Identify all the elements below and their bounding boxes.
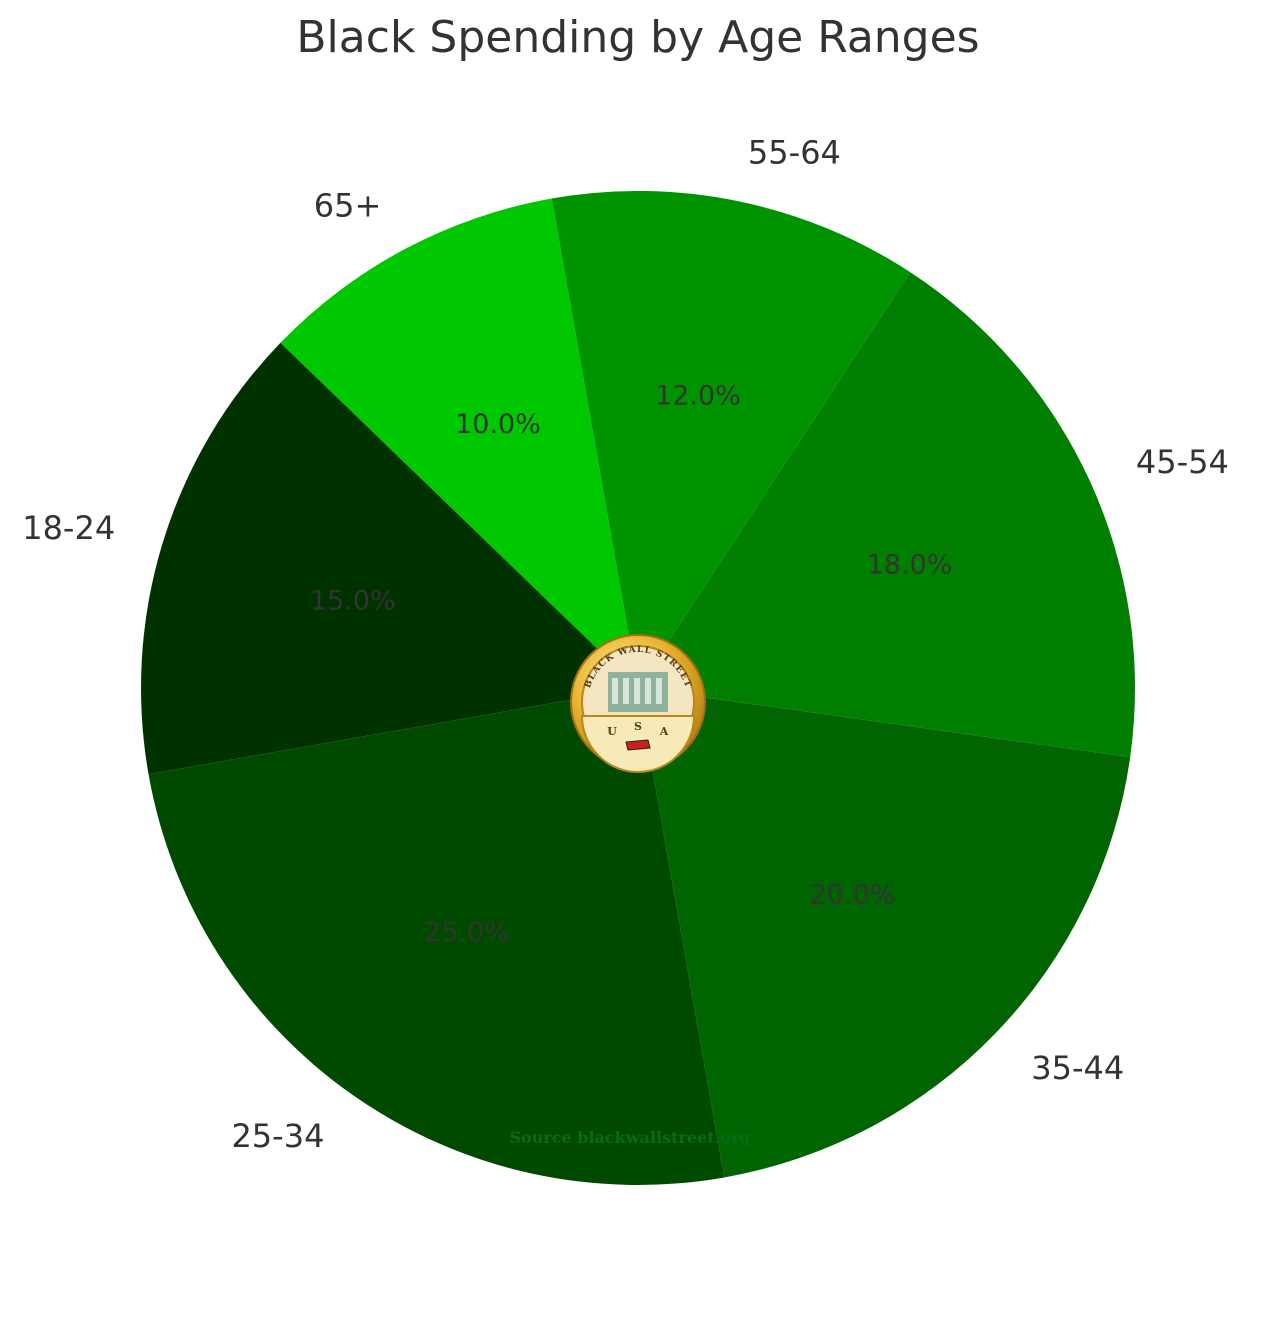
- value-label-65+: 10.0%: [455, 409, 541, 440]
- pie-slice-55-64: [551, 191, 911, 688]
- chart-title: Black Spending by Age Ranges: [296, 12, 979, 63]
- category-label-18-24: 18-24: [22, 509, 115, 547]
- value-label-18-24: 15.0%: [310, 585, 396, 616]
- pie-slices: [141, 191, 1135, 1185]
- percentage-labels: 15.0% 25.0% 20.0% 18.0% 12.0% 10.0%: [310, 380, 953, 947]
- value-label-25-34: 25.0%: [424, 917, 510, 948]
- value-label-45-54: 18.0%: [867, 549, 953, 580]
- category-labels: 18-24 25-34 35-44 45-54 55-64 65+: [22, 133, 1229, 1154]
- pie-slice-35-44: [638, 688, 1131, 1178]
- pie-slice-25-34: [148, 688, 725, 1185]
- category-label-35-44: 35-44: [1031, 1049, 1124, 1087]
- pie-slice-65+: [280, 198, 638, 689]
- category-label-25-34: 25-34: [231, 1117, 324, 1155]
- pie-slice-45-54: [638, 272, 1135, 758]
- value-label-55-64: 12.0%: [655, 380, 741, 411]
- category-label-65+: 65+: [314, 186, 382, 224]
- seal-letter-A: A: [659, 725, 669, 738]
- usa-map-icon: [625, 739, 651, 751]
- seal-letter-S: S: [634, 720, 642, 733]
- category-label-55-64: 55-64: [748, 133, 841, 171]
- category-label-45-54: 45-54: [1136, 443, 1229, 481]
- seal-letter-U: U: [607, 725, 617, 738]
- value-label-35-44: 20.0%: [810, 880, 896, 911]
- source-watermark: Source blackwallstreet.org: [510, 1128, 751, 1147]
- pie-slice-18-24: [141, 342, 638, 775]
